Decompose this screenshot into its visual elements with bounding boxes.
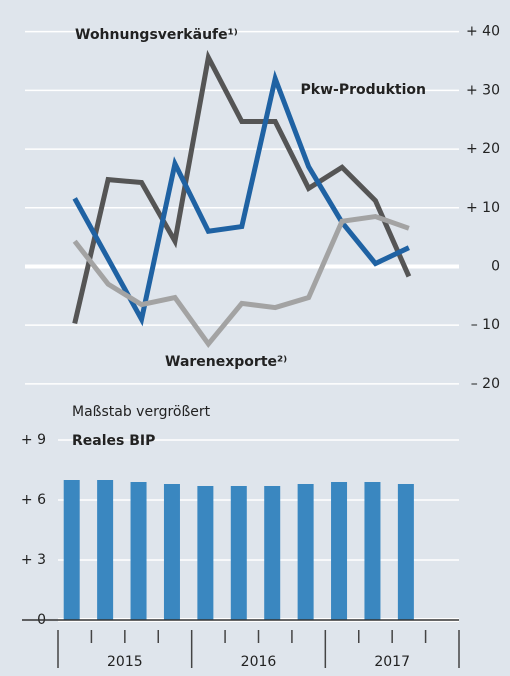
series-label: Wohnungsverkäufe¹⁾ xyxy=(75,27,238,43)
series-label: Warenexporte²⁾ xyxy=(165,354,287,370)
series-label: Pkw-Produktion xyxy=(301,82,426,98)
y-tick-label: + 40 xyxy=(466,24,500,40)
y-tick-label: + 9 xyxy=(21,432,46,448)
bar xyxy=(197,486,214,620)
y-tick-label: + 3 xyxy=(21,552,46,568)
line-series xyxy=(72,214,410,349)
year-label: 2017 xyxy=(374,654,410,670)
year-label: 2016 xyxy=(241,654,277,670)
bar xyxy=(264,486,281,620)
bar xyxy=(297,484,314,620)
bar xyxy=(163,484,180,620)
y-tick-label: – 10 xyxy=(471,317,500,333)
bar xyxy=(97,480,114,620)
line-series xyxy=(72,69,410,327)
series-label: Reales BIP xyxy=(72,433,155,449)
y-tick-label: 0 xyxy=(491,258,500,274)
y-tick-label: + 20 xyxy=(466,141,500,157)
subtitle: Maßstab vergrößert xyxy=(72,404,211,420)
bar xyxy=(397,484,414,620)
line-series xyxy=(72,49,412,324)
y-tick-label: + 30 xyxy=(466,82,500,98)
bar xyxy=(331,482,348,620)
y-tick-label: + 10 xyxy=(466,200,500,216)
y-tick-label: – 20 xyxy=(471,376,500,392)
bar xyxy=(364,482,381,620)
bar xyxy=(63,480,80,620)
year-label: 2015 xyxy=(107,654,143,670)
bar xyxy=(130,482,147,620)
y-tick-label: + 6 xyxy=(21,492,46,508)
bar xyxy=(230,486,247,620)
